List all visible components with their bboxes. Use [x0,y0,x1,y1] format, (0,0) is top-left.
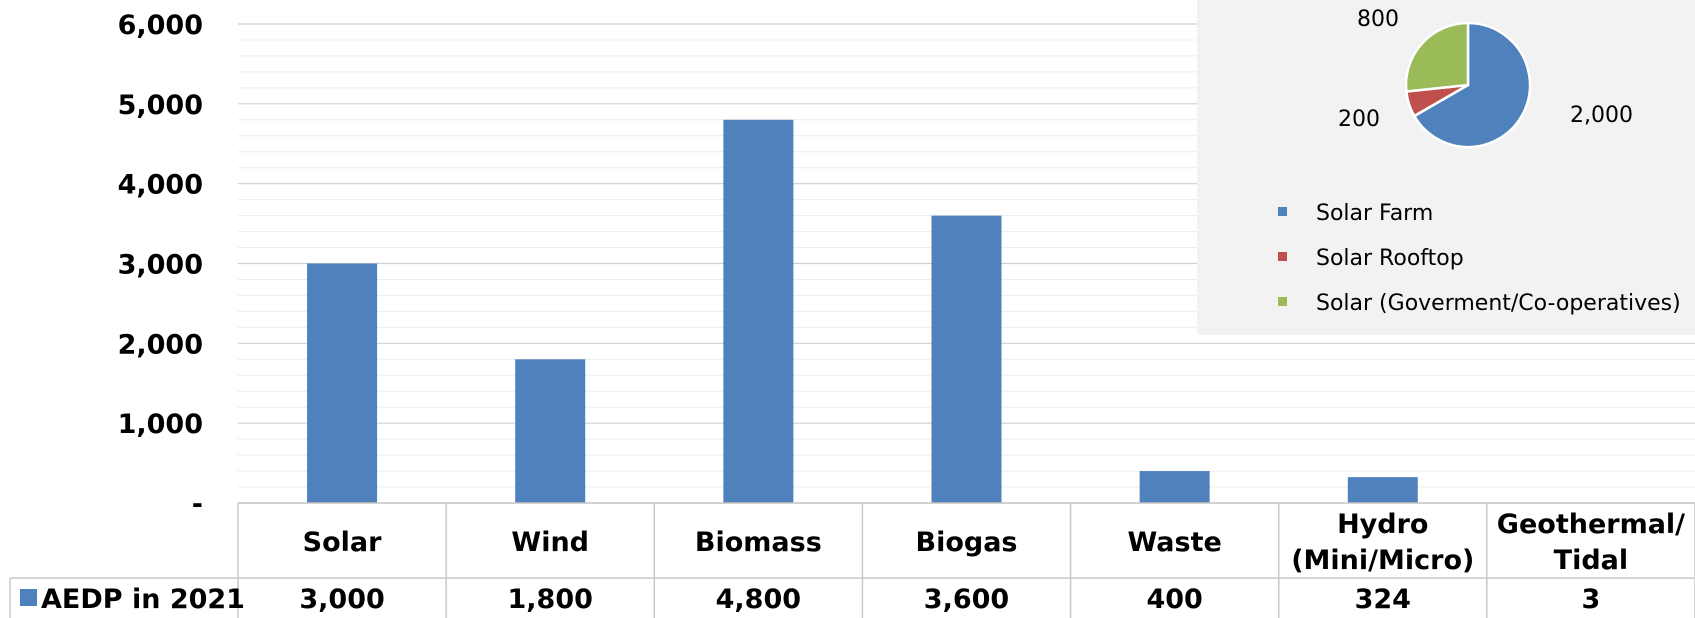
pie-legend-label: Solar (Goverment/Co-operatives) [1316,291,1681,316]
bar-biomass [723,119,794,504]
category-label: Hydro [1337,509,1428,540]
category-label: Waste [1127,527,1221,558]
pie-legend: Solar Farm Solar Rooftop Solar (Goverment/… [1278,201,1681,316]
series-legend-key [20,589,37,606]
data-value-label: 3,600 [924,584,1009,615]
data-value-label: 4,800 [716,584,801,615]
category-label: Geothermal/ [1497,509,1685,540]
pie-legend-label: Solar Farm [1316,201,1433,226]
pie-legend-key [1278,252,1287,261]
category-label: Biomass [695,527,822,558]
pie-legend-label: Solar Rooftop [1316,246,1464,271]
y-tick-label: - [192,489,203,520]
category-label: Tidal [1554,545,1628,576]
pie-slice-solar-government [1404,21,1470,93]
series-name: AEDP in 2021 [41,584,245,615]
data-value-label: 3,000 [299,584,384,615]
data-value-label: 3 [1582,584,1601,615]
data-value-label: 324 [1355,584,1411,615]
y-tick-label: 6,000 [118,10,203,41]
category-label: Solar [303,527,382,558]
y-tick-label: 5,000 [118,90,203,121]
bar-biogas [931,215,1002,503]
pie-legend-key [1278,207,1287,216]
bar-wind [515,359,586,503]
category-label: Biogas [915,527,1017,558]
pie-value-label: 800 [1357,7,1399,32]
category-label: (Mini/Micro) [1291,545,1474,576]
pie-chart: 2,000 200 800 [1338,7,1633,149]
pie-slice-solar-farm [1412,21,1532,149]
y-tick-label: 3,000 [118,250,203,281]
data-value-label: 1,800 [508,584,593,615]
data-table: Solar Wind Biomass Biogas Waste Hydro (Mini/Mi… [9,502,1695,618]
y-tick-label: 2,000 [118,329,203,360]
bars [307,119,1626,504]
bar-waste [1139,471,1210,503]
y-tick-label: 1,000 [118,409,203,440]
bar-hydro-mini-micro [1347,477,1418,503]
category-label: Wind [511,527,589,558]
y-tick-label: 4,000 [118,170,203,201]
bar-solar [307,263,378,503]
data-value-label: 400 [1146,584,1202,615]
pie-value-label: 200 [1338,107,1380,132]
y-axis-tick-labels: - 1,000 2,000 3,000 4,000 5,000 6,000 [118,10,203,520]
pie-legend-key [1278,297,1287,306]
pie-value-label: 2,000 [1570,103,1633,128]
